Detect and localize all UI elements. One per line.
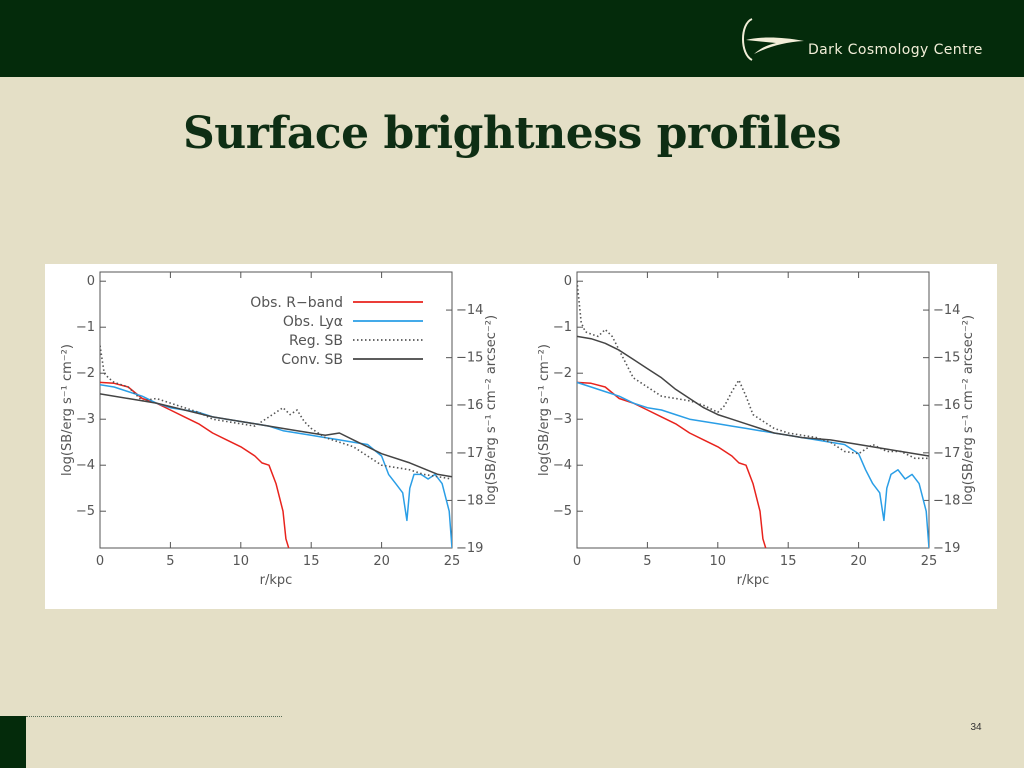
series-line-1: [577, 381, 767, 548]
x-tick-label: 10: [710, 554, 727, 569]
y-tick-label: −1: [553, 320, 572, 335]
y2-tick-label: −16: [456, 398, 483, 413]
series-line-4: [100, 393, 452, 478]
chart-1: 0 5 10 15 20 25 0 −1 −2 −3 −4 −5 −14 −15 −16 −17 −18 −19 r…: [60, 271, 499, 588]
y-axis-label: log(SB/erg s⁻¹ cm⁻²): [537, 344, 552, 476]
y2-tick-label: −14: [456, 303, 483, 318]
chart-2: 0 5 10 15 20 25 0 −1 −2 −3 −4 −5 −14 −15 −16 −17 −18 −19 r…: [537, 271, 976, 588]
plot-frame: [99, 271, 453, 549]
x-tick-label: 15: [303, 554, 320, 569]
plot-frame: [576, 271, 930, 549]
y2-tick-label: −18: [933, 493, 960, 508]
brand-name: Dark Cosmology Centre: [808, 42, 983, 58]
series-line-1: [100, 381, 290, 548]
y-tick-label: 0: [564, 274, 572, 289]
legend-label: Conv. SB: [281, 352, 343, 368]
y-tick-label: −5: [76, 504, 95, 519]
y2-tick-label: −19: [933, 541, 960, 556]
y2-axis-label: log(SB/erg s⁻¹ cm⁻² arcsec⁻²): [484, 315, 499, 505]
y-tick-label: −3: [553, 412, 572, 427]
legend-label: Obs. Lyα: [283, 314, 343, 330]
y-tick-label: 0: [87, 274, 95, 289]
x-tick-label: 20: [373, 554, 390, 569]
y2-tick-label: −16: [933, 398, 960, 413]
chart-panel: 0 5 10 15 20 25 0 −1 −2 −3 −4 −5 −14 −15 −16 −17 −18 −19 r…: [45, 264, 997, 609]
dark-cosmology-centre-logo-icon: [742, 18, 804, 61]
page-number: 34: [970, 722, 982, 733]
legend-label: Reg. SB: [289, 333, 343, 349]
series-line-3: [577, 281, 929, 460]
header-bar: Dark Cosmology Centre: [0, 0, 1024, 77]
slide-title: Surface brightness profiles: [183, 108, 842, 159]
y-tick-label: −4: [553, 458, 572, 473]
y-tick-label: −2: [76, 366, 95, 381]
x-tick-label: 25: [921, 554, 938, 569]
x-tick-label: 15: [780, 554, 797, 569]
x-tick-label: 25: [444, 554, 461, 569]
x-tick-label: 20: [850, 554, 867, 569]
y2-tick-label: −15: [456, 351, 483, 366]
x-tick-label: 0: [96, 554, 104, 569]
series-line-2: [577, 381, 929, 548]
y-tick-label: −1: [76, 320, 95, 335]
y2-tick-label: −14: [933, 303, 960, 318]
y2-axis-label: log(SB/erg s⁻¹ cm⁻² arcsec⁻²): [961, 315, 976, 505]
y-tick-label: −5: [553, 504, 572, 519]
x-tick-label: 10: [233, 554, 250, 569]
x-tick-label: 5: [166, 554, 174, 569]
x-axis-label: r/kpc: [260, 573, 293, 588]
y2-tick-label: −15: [933, 351, 960, 366]
legend-label: Obs. R−band: [250, 295, 343, 311]
y2-tick-label: −17: [933, 446, 960, 461]
footer-divider: [26, 716, 282, 717]
series-line-3: [100, 345, 452, 480]
y-axis-label: log(SB/erg s⁻¹ cm⁻²): [60, 344, 75, 476]
x-tick-label: 5: [643, 554, 651, 569]
series-line-2: [100, 383, 452, 548]
y2-tick-label: −17: [456, 446, 483, 461]
x-tick-label: 0: [573, 554, 581, 569]
x-axis-label: r/kpc: [737, 573, 770, 588]
y2-tick-label: −18: [456, 493, 483, 508]
footer-accent-bar: [0, 716, 26, 768]
surface-brightness-charts: 0 5 10 15 20 250−1−2−3−4−5−14−15−16−17−18−19r…: [60, 271, 976, 588]
y-tick-label: −3: [76, 412, 95, 427]
y-tick-label: −2: [553, 366, 572, 381]
series-line-4: [577, 335, 929, 457]
y-tick-label: −4: [76, 458, 95, 473]
y2-tick-label: −19: [456, 541, 483, 556]
